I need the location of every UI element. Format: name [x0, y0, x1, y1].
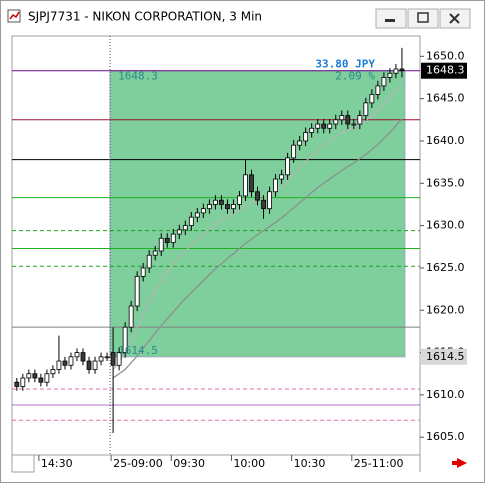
price-marker [421, 62, 467, 79]
price-marker-label: 1614.5 [426, 350, 465, 363]
x-tick-label: 25-09:00 [113, 457, 163, 470]
candle-body [14, 381, 20, 387]
candle-body [315, 123, 321, 129]
y-tick-label: 1650.0 [426, 49, 465, 62]
candle-body [104, 356, 110, 359]
candle-body [212, 199, 218, 205]
candle-body [98, 356, 104, 362]
candle-body [116, 352, 122, 366]
candle-body [381, 77, 387, 87]
range-box [109, 70, 406, 358]
window-title: SJPJ7731 - NIKON CORPORATION, 3 Min [28, 10, 262, 24]
candle-body [219, 199, 224, 205]
candle-body [225, 204, 230, 210]
y-tick-label: 1610.0 [426, 388, 465, 401]
candle-body [188, 216, 194, 227]
candle-body [146, 254, 152, 269]
candle-body [92, 360, 98, 370]
scroll-arrow[interactable] [452, 458, 467, 468]
candle-body [279, 174, 284, 180]
plot: 14:30 25-09:00 09:30 10:00 10:30 25-11:00 1605… [12, 36, 467, 470]
candle-body [38, 377, 44, 383]
candle-body [261, 199, 266, 210]
candle-body [357, 115, 363, 125]
percent-label: 2.09 % [335, 70, 375, 83]
candle-body [321, 123, 327, 129]
candle-body [140, 267, 146, 277]
candle-body [237, 195, 242, 205]
candle-body [200, 208, 206, 214]
candle-body [375, 85, 381, 95]
x-tick-label: 09:30 [173, 457, 205, 470]
close-button[interactable] [439, 8, 471, 29]
candle-body [345, 115, 351, 125]
candle-body [393, 68, 399, 74]
candle-body [339, 115, 345, 121]
candle-body [297, 140, 303, 146]
range-low-label: 1614.5 [118, 344, 158, 357]
candle-body [399, 68, 405, 72]
candle-body [32, 373, 38, 379]
change-label: 33.80 JPY [315, 58, 375, 71]
candle-body [333, 119, 339, 125]
range-high-label: 1648.3 [118, 70, 158, 83]
app-icon [7, 9, 21, 23]
candle-body [303, 132, 309, 142]
y-tick-label: 1645.0 [426, 92, 465, 105]
candle-body [86, 360, 92, 370]
candle-body [363, 102, 369, 116]
candle-body [170, 233, 176, 243]
maximize-button[interactable] [407, 8, 439, 29]
y-tick-label: 1635.0 [426, 176, 465, 189]
y-tick-label: 1630.0 [426, 219, 465, 232]
price-marker [421, 348, 467, 365]
candle-body [327, 123, 333, 129]
candle-body [182, 225, 188, 231]
x-tick-label: 10:00 [233, 457, 265, 470]
candle-body [255, 191, 260, 201]
candle-body [273, 178, 278, 193]
y-tick-label: 1640.0 [426, 134, 465, 147]
candle-body [74, 352, 80, 358]
candle-body [80, 352, 86, 362]
y-tick-label: 1605.0 [426, 430, 465, 443]
candle-body [387, 72, 393, 78]
candle-body [152, 250, 158, 256]
minimize-button[interactable] [375, 8, 407, 29]
candle-body [134, 275, 140, 307]
candle-body [206, 204, 212, 210]
candle-body [110, 352, 116, 366]
candle-body [176, 229, 182, 235]
candle-body [26, 373, 32, 379]
candle-body [62, 360, 68, 366]
candle-body [243, 174, 248, 197]
candle-body [56, 360, 62, 370]
candle-body [50, 369, 56, 375]
candle-body [249, 174, 254, 193]
candle-body [231, 204, 236, 210]
x-tick-label: 10:30 [294, 457, 326, 470]
candle-body [369, 94, 375, 104]
y-tick-label: 1620.0 [426, 303, 465, 316]
corner-box[interactable] [11, 454, 35, 473]
candle-body [164, 237, 170, 243]
candle-body [351, 123, 357, 126]
price-marker-label: 1648.3 [426, 64, 465, 77]
candle-body [285, 157, 291, 176]
moving-average [112, 118, 403, 379]
candle-body [128, 305, 134, 328]
candle-body [44, 373, 50, 383]
candle-body [309, 127, 315, 133]
candle-body [194, 212, 200, 218]
x-tick-label: 25-11:00 [354, 457, 404, 470]
y-tick-label: 1625.0 [426, 261, 465, 274]
candle-body [20, 377, 26, 387]
candle-body [122, 326, 128, 353]
candle-body [291, 144, 297, 159]
candle-body [68, 356, 74, 366]
candle-body [267, 191, 272, 210]
candle-body [158, 237, 164, 252]
x-tick-label: 14:30 [41, 457, 73, 470]
